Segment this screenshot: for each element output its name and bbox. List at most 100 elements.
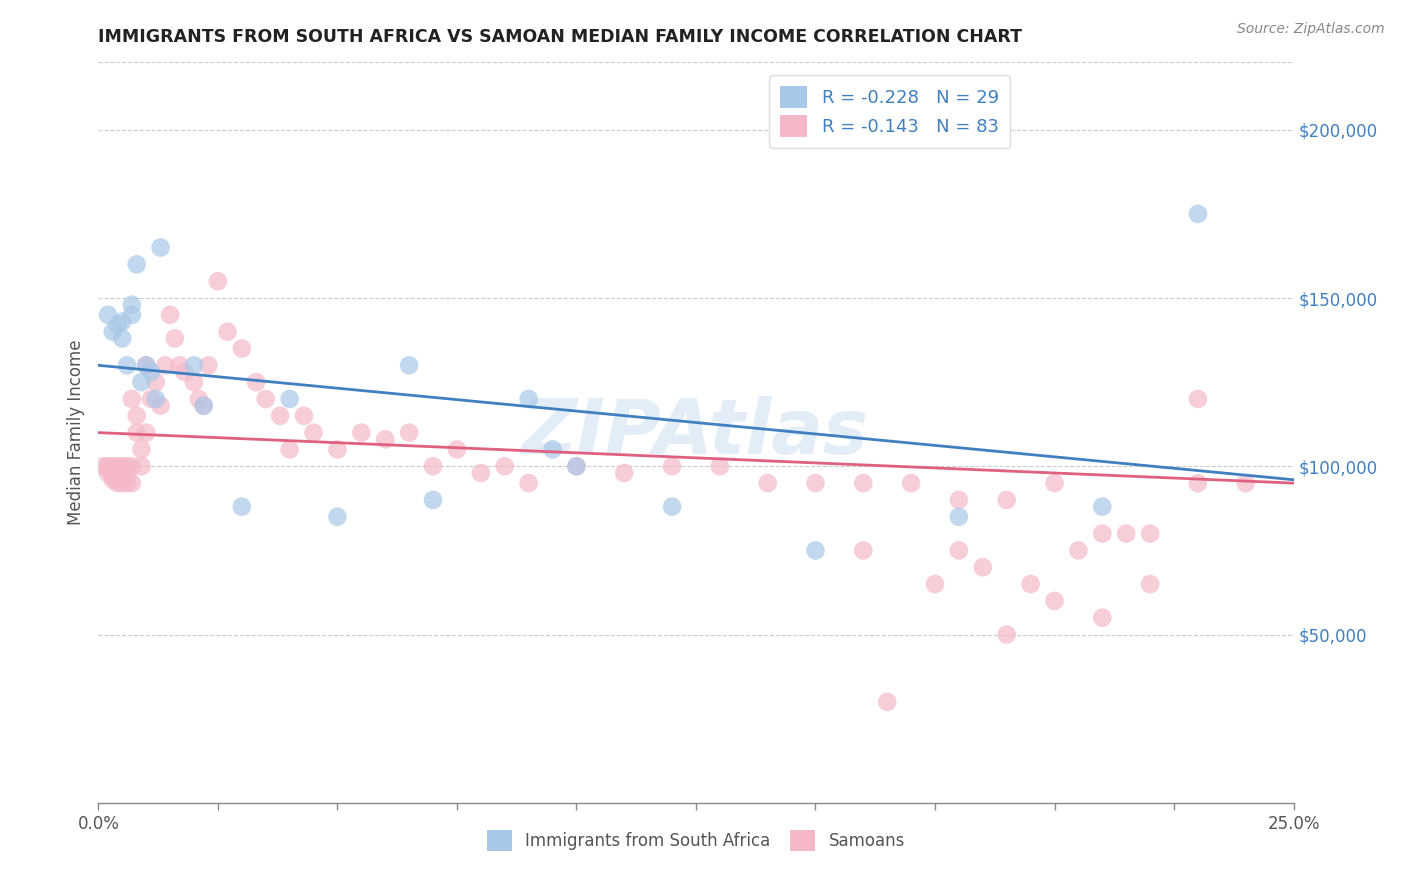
Point bbox=[101, 469, 124, 483]
Text: ZIPAtlas: ZIPAtlas bbox=[522, 396, 870, 469]
Point bbox=[97, 466, 120, 480]
Point bbox=[269, 409, 291, 423]
Point bbox=[995, 627, 1018, 641]
Point bbox=[173, 365, 195, 379]
Text: IMMIGRANTS FROM SOUTH AFRICA VS SAMOAN MEDIAN FAMILY INCOME CORRELATION CHART: IMMIGRANTS FROM SOUTH AFRICA VS SAMOAN M… bbox=[98, 28, 1022, 45]
Point bbox=[245, 375, 267, 389]
Point bbox=[852, 476, 875, 491]
Point bbox=[101, 466, 124, 480]
Point bbox=[139, 365, 162, 379]
Point bbox=[804, 476, 827, 491]
Point bbox=[1091, 610, 1114, 624]
Point bbox=[398, 359, 420, 373]
Point bbox=[278, 392, 301, 406]
Point bbox=[661, 459, 683, 474]
Point bbox=[111, 473, 134, 487]
Point bbox=[254, 392, 277, 406]
Point bbox=[149, 399, 172, 413]
Point bbox=[193, 399, 215, 413]
Point bbox=[995, 492, 1018, 507]
Point bbox=[115, 459, 138, 474]
Point bbox=[131, 442, 153, 457]
Point bbox=[131, 459, 153, 474]
Point bbox=[111, 331, 134, 345]
Point bbox=[197, 359, 219, 373]
Point bbox=[1115, 526, 1137, 541]
Point bbox=[183, 359, 205, 373]
Point bbox=[139, 392, 162, 406]
Text: Source: ZipAtlas.com: Source: ZipAtlas.com bbox=[1237, 22, 1385, 37]
Point bbox=[183, 375, 205, 389]
Point bbox=[1091, 526, 1114, 541]
Point bbox=[121, 392, 143, 406]
Point bbox=[1234, 476, 1257, 491]
Point bbox=[101, 459, 124, 474]
Point bbox=[125, 257, 148, 271]
Point bbox=[876, 695, 898, 709]
Point bbox=[852, 543, 875, 558]
Point bbox=[1187, 207, 1209, 221]
Point bbox=[398, 425, 420, 440]
Point bbox=[948, 543, 970, 558]
Point bbox=[217, 325, 239, 339]
Point bbox=[948, 509, 970, 524]
Point bbox=[155, 359, 177, 373]
Point bbox=[115, 476, 138, 491]
Point bbox=[125, 409, 148, 423]
Point bbox=[1187, 476, 1209, 491]
Point bbox=[494, 459, 516, 474]
Point bbox=[565, 459, 588, 474]
Point bbox=[924, 577, 946, 591]
Point bbox=[121, 298, 143, 312]
Point bbox=[145, 392, 167, 406]
Point bbox=[1091, 500, 1114, 514]
Point bbox=[422, 492, 444, 507]
Point bbox=[278, 442, 301, 457]
Point bbox=[101, 325, 124, 339]
Point bbox=[900, 476, 922, 491]
Point bbox=[517, 392, 540, 406]
Point bbox=[97, 308, 120, 322]
Point bbox=[187, 392, 209, 406]
Point bbox=[565, 459, 588, 474]
Point bbox=[101, 473, 124, 487]
Point bbox=[422, 459, 444, 474]
Point bbox=[107, 459, 129, 474]
Point bbox=[131, 375, 153, 389]
Point bbox=[145, 375, 167, 389]
Point bbox=[1043, 594, 1066, 608]
Point bbox=[517, 476, 540, 491]
Point bbox=[1139, 526, 1161, 541]
Point bbox=[326, 442, 349, 457]
Point bbox=[121, 476, 143, 491]
Point bbox=[111, 476, 134, 491]
Point bbox=[470, 466, 492, 480]
Point bbox=[1187, 392, 1209, 406]
Point bbox=[135, 359, 157, 373]
Point bbox=[107, 476, 129, 491]
Point bbox=[193, 399, 215, 413]
Point bbox=[91, 459, 114, 474]
Point bbox=[302, 425, 325, 440]
Point bbox=[661, 500, 683, 514]
Point bbox=[374, 433, 396, 447]
Point bbox=[121, 459, 143, 474]
Point bbox=[1043, 476, 1066, 491]
Point bbox=[948, 492, 970, 507]
Legend: Immigrants from South Africa, Samoans: Immigrants from South Africa, Samoans bbox=[481, 823, 911, 857]
Point bbox=[163, 331, 186, 345]
Point bbox=[135, 359, 157, 373]
Point bbox=[111, 314, 134, 328]
Point bbox=[159, 308, 181, 322]
Point bbox=[541, 442, 564, 457]
Point bbox=[972, 560, 994, 574]
Y-axis label: Median Family Income: Median Family Income bbox=[66, 340, 84, 525]
Point bbox=[111, 459, 134, 474]
Point bbox=[169, 359, 191, 373]
Point bbox=[292, 409, 315, 423]
Point bbox=[107, 318, 129, 332]
Point bbox=[1139, 577, 1161, 591]
Point bbox=[613, 466, 636, 480]
Point bbox=[350, 425, 373, 440]
Point bbox=[125, 425, 148, 440]
